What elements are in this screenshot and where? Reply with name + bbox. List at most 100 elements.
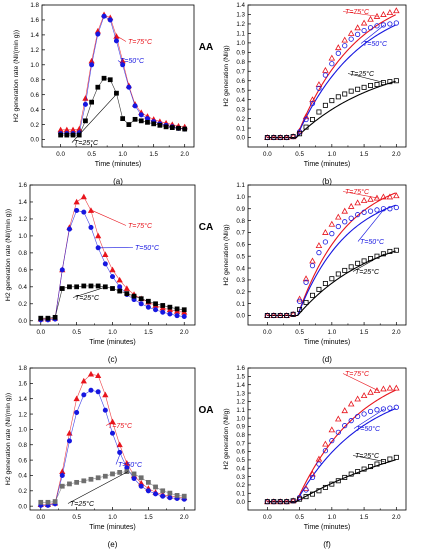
data-point bbox=[176, 125, 181, 131]
x-axis-label: Time (minutes) bbox=[89, 524, 135, 531]
annotation-arrow bbox=[71, 92, 118, 143]
annotation-arrow bbox=[72, 286, 107, 298]
data-point bbox=[181, 314, 187, 320]
data-point bbox=[174, 493, 180, 498]
y-tick-label: 0.1 bbox=[236, 490, 245, 497]
data-point bbox=[322, 72, 328, 78]
data-point bbox=[335, 429, 341, 435]
annotation-arrow bbox=[360, 24, 385, 44]
data-point bbox=[387, 206, 393, 212]
data-point bbox=[117, 470, 123, 475]
fit-curve-0 bbox=[267, 389, 396, 503]
data-point bbox=[368, 464, 374, 470]
y-tick-label: 1.0 bbox=[30, 62, 39, 69]
annotation-label: T=25°C bbox=[355, 452, 380, 460]
annotation-arrow bbox=[342, 11, 379, 17]
data-point bbox=[95, 31, 101, 37]
y-axis-label: H2 generation rate (Nl/(min g)) bbox=[13, 30, 20, 122]
series-0 bbox=[57, 11, 188, 133]
x-tick-label: 1.0 bbox=[108, 329, 117, 336]
data-point bbox=[373, 387, 381, 394]
annotation-label: T=75°C bbox=[108, 422, 133, 430]
data-point bbox=[329, 61, 335, 67]
data-point bbox=[153, 491, 159, 497]
x-tick-label: 1.5 bbox=[360, 514, 369, 521]
data-point bbox=[348, 36, 354, 42]
data-point bbox=[101, 13, 107, 19]
data-point bbox=[341, 207, 349, 214]
series-2 bbox=[264, 247, 399, 318]
y-tick-label: 0.0 bbox=[236, 499, 245, 506]
data-point bbox=[107, 17, 113, 23]
y-tick-label: 0.6 bbox=[236, 242, 245, 249]
data-point bbox=[393, 247, 399, 253]
annotation-arrow bbox=[352, 455, 385, 462]
data-point bbox=[109, 430, 116, 436]
annotation-label: T=25°C bbox=[75, 294, 100, 302]
y-tick-label: 1.6 bbox=[30, 17, 39, 24]
data-point bbox=[387, 79, 393, 85]
data-point bbox=[341, 36, 349, 43]
data-point bbox=[367, 15, 374, 22]
data-point bbox=[393, 454, 399, 460]
x-tick-label: 1.0 bbox=[118, 151, 127, 158]
data-point bbox=[302, 113, 310, 120]
y-tick-label: 0.8 bbox=[30, 77, 39, 84]
y-tick-label: 0.9 bbox=[236, 50, 245, 57]
data-point bbox=[80, 193, 87, 200]
annotation-label: T=25°C bbox=[350, 70, 375, 78]
data-point bbox=[160, 493, 166, 499]
row-label: AA bbox=[199, 42, 213, 53]
data-point bbox=[335, 44, 342, 51]
data-point bbox=[322, 448, 328, 454]
annotation-label: T=50°C bbox=[356, 425, 381, 433]
x-tick-label: 1.0 bbox=[328, 151, 337, 158]
data-point bbox=[145, 304, 151, 310]
y-tick-label: 0.9 bbox=[236, 206, 245, 213]
data-point bbox=[296, 295, 303, 302]
data-point bbox=[329, 481, 335, 487]
data-point bbox=[316, 85, 322, 91]
data-point bbox=[82, 95, 89, 101]
data-point bbox=[59, 286, 65, 291]
data-point bbox=[102, 284, 108, 290]
y-tick-label: 1.0 bbox=[236, 40, 245, 47]
series-0 bbox=[264, 7, 400, 141]
data-point bbox=[132, 103, 138, 109]
data-point bbox=[167, 311, 173, 317]
data-point bbox=[380, 385, 387, 392]
data-point bbox=[182, 126, 188, 132]
data-point bbox=[296, 127, 303, 134]
data-point bbox=[387, 248, 393, 254]
data-point bbox=[341, 407, 349, 414]
y-tick-label: 1.4 bbox=[18, 396, 27, 403]
y-tick-label: 1.2 bbox=[18, 216, 27, 223]
series-2 bbox=[264, 454, 399, 505]
data-point bbox=[117, 284, 123, 290]
plot-frame bbox=[41, 4, 195, 148]
data-point bbox=[131, 293, 137, 299]
data-point bbox=[348, 264, 354, 270]
data-point bbox=[145, 119, 150, 125]
data-point bbox=[387, 21, 393, 27]
data-point bbox=[81, 392, 87, 398]
annotation-label: T=25°C bbox=[74, 139, 99, 147]
data-point bbox=[386, 384, 394, 391]
subfigure-label: (b) bbox=[322, 177, 332, 186]
annotation-arrow bbox=[347, 73, 385, 83]
annotation-arrow bbox=[352, 253, 385, 272]
data-point bbox=[52, 499, 58, 504]
data-point bbox=[329, 231, 335, 237]
data-point bbox=[310, 491, 315, 497]
data-point bbox=[374, 82, 380, 88]
data-point bbox=[284, 313, 290, 318]
series-line bbox=[60, 14, 185, 131]
data-point bbox=[101, 75, 107, 81]
data-point bbox=[309, 470, 316, 477]
data-point bbox=[368, 82, 374, 88]
x-tick-label: 1.5 bbox=[360, 329, 369, 336]
data-point bbox=[160, 303, 166, 308]
y-tick-label: 1.1 bbox=[236, 182, 245, 189]
data-point bbox=[355, 413, 361, 420]
data-point bbox=[116, 276, 123, 283]
